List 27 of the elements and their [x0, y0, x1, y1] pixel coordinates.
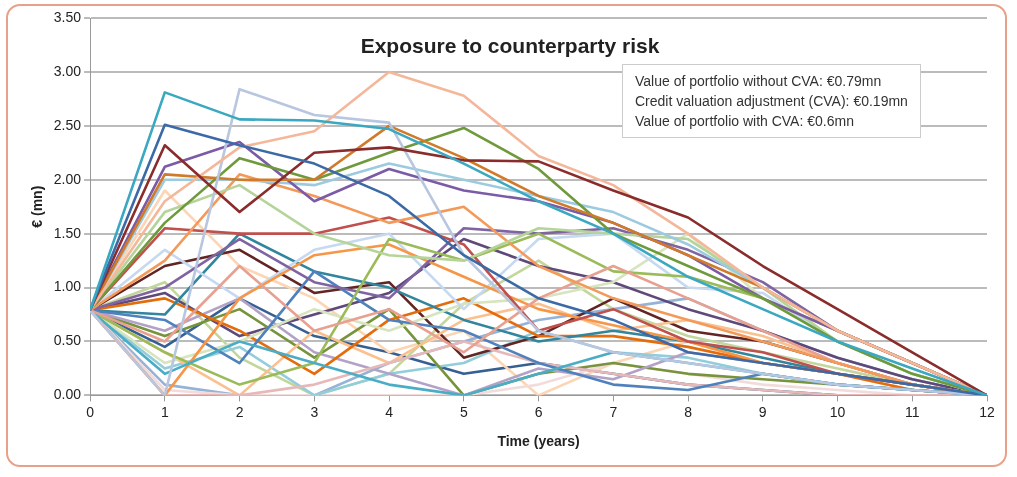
x-tick-label: 6	[534, 403, 543, 420]
x-tick-label: 12	[979, 403, 995, 420]
y-tick-label: 2.50	[53, 116, 82, 133]
x-tick-label: 11	[904, 403, 920, 420]
y-tick-label: 0.50	[53, 332, 82, 349]
y-tick-label: 1.50	[53, 224, 82, 241]
annotation: Value of portfolio without CVA: €0.79mn	[635, 72, 883, 91]
y-tick-label: 3.50	[53, 8, 82, 25]
y-tick-label: 1.00	[53, 278, 82, 295]
x-tick-label: 1	[160, 403, 169, 420]
x-tick-label: 0	[86, 403, 95, 420]
x-tick-label: 2	[235, 403, 244, 420]
text: Exposure to counterparty risk	[359, 34, 661, 58]
y-tick-label: 2.00	[53, 170, 82, 187]
x-tick-label: 3	[310, 403, 319, 420]
annotation: Credit valuation adjustment (CVA): €0.19mn	[635, 92, 908, 111]
x-tick-label: 10	[829, 403, 846, 420]
x-axis-title: Time (years)	[497, 433, 580, 450]
y-tick-label: 0.00	[53, 386, 82, 403]
x-tick-label: 7	[609, 403, 618, 420]
y-tick-label: 3.00	[53, 62, 82, 79]
annotation: Value of portfolio with CVA: €0.6mn	[635, 112, 855, 131]
x-tick-label: 5	[459, 403, 468, 420]
x-tick-label: 9	[758, 403, 767, 420]
x-tick-label: 4	[385, 403, 394, 420]
x-tick-label: 8	[684, 403, 693, 420]
y-axis-title: € (mn)	[29, 185, 46, 228]
